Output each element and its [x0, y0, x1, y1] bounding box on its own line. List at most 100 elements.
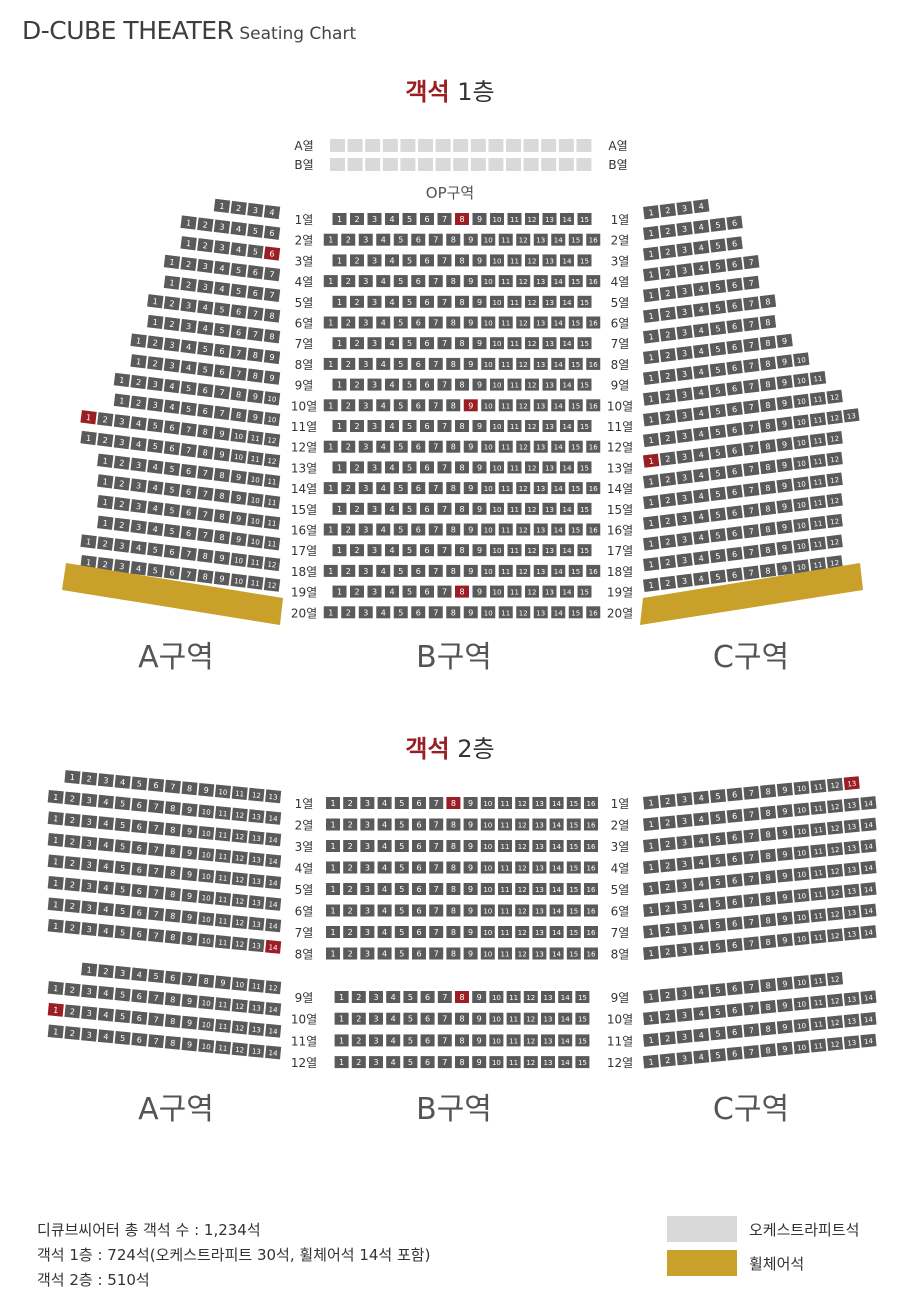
- seat-floor1-a-16-6[interactable]: [180, 505, 197, 520]
- seat-floor1-c-10-3[interactable]: [676, 387, 693, 402]
- seat-floor2-a-7-8[interactable]: [164, 908, 181, 923]
- seat-floor1-c-18-3[interactable]: [676, 552, 693, 568]
- seat-floor1-b-4-16[interactable]: [586, 275, 601, 288]
- seat-floor1-a-7-1[interactable]: [147, 314, 164, 330]
- seat-floor1-a-16-1[interactable]: [97, 494, 114, 510]
- seat-floor2-b-7-3[interactable]: [360, 926, 375, 938]
- seat-floor2-c-12-2[interactable]: [659, 1053, 676, 1067]
- seat-floor2-a-2-8[interactable]: [164, 801, 181, 816]
- seat-floor2-a-2-14[interactable]: [265, 810, 282, 825]
- seat-floor2-b-6-10[interactable]: [480, 904, 495, 917]
- seat-floor2-b-1-8[interactable]: [446, 797, 461, 809]
- seat-floor1-b-6-8[interactable]: [446, 316, 461, 329]
- seat-floor2-a-8-12[interactable]: [231, 936, 248, 951]
- seat-floor1-c-9-4[interactable]: [693, 364, 710, 379]
- seat-floor1-a-10-2[interactable]: [130, 374, 147, 390]
- seat-floor1-a-17-5[interactable]: [163, 523, 181, 539]
- seat-floor1-b-3-7[interactable]: [437, 254, 452, 267]
- seat-floor1-b-18-5[interactable]: [393, 564, 408, 577]
- seat-floor1-b-3-11[interactable]: [507, 254, 522, 267]
- seat-floor2-a-3-8[interactable]: [164, 822, 181, 837]
- seat-floor1-b-17-2[interactable]: [350, 544, 364, 557]
- seat-floor1-b-15-7[interactable]: [437, 502, 452, 515]
- seat-floor2-b-8-13[interactable]: [532, 947, 547, 960]
- seat-floor1-a-7-4[interactable]: [197, 320, 214, 336]
- seat-floor1-b-4-5[interactable]: [393, 275, 408, 288]
- seat-floor1-c-4-4[interactable]: [693, 261, 710, 276]
- seat-floor2-a-7-13[interactable]: [248, 916, 265, 931]
- seat-floor2-c-3-9[interactable]: [776, 825, 793, 840]
- seat-floor2-a-6-3[interactable]: [81, 879, 98, 894]
- seat-floor2-b-3-12[interactable]: [515, 840, 530, 852]
- seat-floor2-b-8-9[interactable]: [463, 947, 478, 960]
- seat-floor2-a-3-10[interactable]: [198, 825, 215, 840]
- seat-floor1-b-4-13[interactable]: [533, 275, 548, 288]
- seat-floor1-a-2-1[interactable]: [180, 215, 197, 230]
- seat-floor1-a-10-6[interactable]: [197, 383, 214, 398]
- seat-floor1-a-16-9[interactable]: [230, 511, 247, 526]
- seat-floor1-c-10-5[interactable]: [709, 383, 727, 398]
- seat-floor1-c-13-1[interactable]: [643, 453, 660, 468]
- seat-floor1-b-10-9[interactable]: [463, 399, 478, 412]
- seat-floor1-a-4-1[interactable]: [163, 254, 181, 270]
- seat-floor1-c-12-7[interactable]: [743, 420, 760, 435]
- seat-floor2-b-6-6[interactable]: [412, 904, 426, 917]
- seat-floor2-a-2-1[interactable]: [47, 789, 64, 804]
- seat-floor2-b-6-5[interactable]: [394, 904, 409, 917]
- seat-floor1-b-11-8[interactable]: [455, 420, 469, 432]
- seat-floor1-c-19-6[interactable]: [726, 567, 743, 582]
- seat-floor1-a-12-7[interactable]: [180, 422, 197, 437]
- seat-floor1-b-17-6[interactable]: [420, 544, 434, 557]
- seat-floor1-b-1-14[interactable]: [560, 213, 574, 225]
- seat-floor2-a-6-9[interactable]: [181, 888, 198, 903]
- seat-floor1-b-13-7[interactable]: [437, 461, 452, 474]
- seat-floor1-c-5-6[interactable]: [726, 277, 743, 292]
- seat-floor2-c-6-8[interactable]: [760, 891, 777, 906]
- seat-floor1-a-5-3[interactable]: [197, 279, 214, 294]
- seat-floor2-b-12-4[interactable]: [386, 1056, 401, 1069]
- seat-floor2-c-5-14[interactable]: [860, 860, 877, 875]
- seat-floor1-b-14-16[interactable]: [586, 482, 601, 495]
- seat-floor2-c-3-13[interactable]: [843, 819, 860, 834]
- seat-floor1-b-4-4[interactable]: [376, 275, 391, 288]
- seat-floor1-a-10-9[interactable]: [247, 389, 264, 404]
- seat-floor1-b-12-9[interactable]: [463, 440, 478, 453]
- seat-floor2-b-8-16[interactable]: [584, 947, 598, 960]
- seat-floor2-b-2-2[interactable]: [343, 818, 358, 831]
- seat-floor1-a-12-2[interactable]: [97, 412, 114, 427]
- seat-floor2-c-4-10[interactable]: [793, 845, 810, 860]
- seat-floor2-a-5-14[interactable]: [265, 875, 282, 890]
- seat-floor1-a-9-1[interactable]: [130, 354, 147, 369]
- seat-floor1-b-6-5[interactable]: [393, 316, 408, 329]
- seat-floor2-a-5-7[interactable]: [148, 864, 165, 878]
- seat-floor1-c-11-6[interactable]: [726, 401, 743, 417]
- seat-floor1-b-9-6[interactable]: [420, 378, 434, 391]
- seat-floor2-b-11-5[interactable]: [403, 1034, 418, 1047]
- seat-floor2-a-10-13[interactable]: [248, 1000, 265, 1015]
- seat-floor1-b-18-7[interactable]: [428, 564, 443, 577]
- seat-floor2-b-7-7[interactable]: [429, 926, 444, 938]
- seat-floor1-a-14-3[interactable]: [130, 457, 147, 472]
- seat-floor2-a-7-5[interactable]: [114, 903, 131, 918]
- seat-floor1-c-17-8[interactable]: [759, 522, 777, 537]
- seat-floor1-b-11-5[interactable]: [402, 420, 417, 432]
- seat-floor2-b-7-9[interactable]: [463, 926, 478, 938]
- seat-floor2-c-7-9[interactable]: [776, 911, 793, 926]
- seat-floor2-a-7-10[interactable]: [198, 911, 215, 926]
- seat-floor1-b-4-7[interactable]: [428, 275, 443, 288]
- seat-floor2-a-10-9[interactable]: [181, 994, 198, 1008]
- orchestra-seat[interactable]: [330, 158, 345, 171]
- seat-floor2-b-9-2[interactable]: [351, 991, 366, 1003]
- seat-floor1-c-16-1[interactable]: [643, 515, 660, 530]
- seat-floor1-b-2-10[interactable]: [481, 233, 496, 246]
- seat-floor1-c-11-1[interactable]: [643, 412, 660, 427]
- seat-floor2-a-12-14[interactable]: [265, 1045, 282, 1060]
- seat-floor1-c-11-5[interactable]: [709, 403, 727, 419]
- seat-floor2-b-11-8[interactable]: [455, 1034, 469, 1047]
- seat-floor1-b-11-9[interactable]: [472, 420, 487, 432]
- seat-floor1-b-9-15[interactable]: [577, 378, 592, 391]
- seat-floor2-b-4-8[interactable]: [446, 861, 461, 874]
- seat-floor2-c-2-12[interactable]: [826, 799, 844, 814]
- seat-floor2-c-4-8[interactable]: [760, 848, 777, 863]
- seat-floor1-c-16-3[interactable]: [676, 511, 693, 526]
